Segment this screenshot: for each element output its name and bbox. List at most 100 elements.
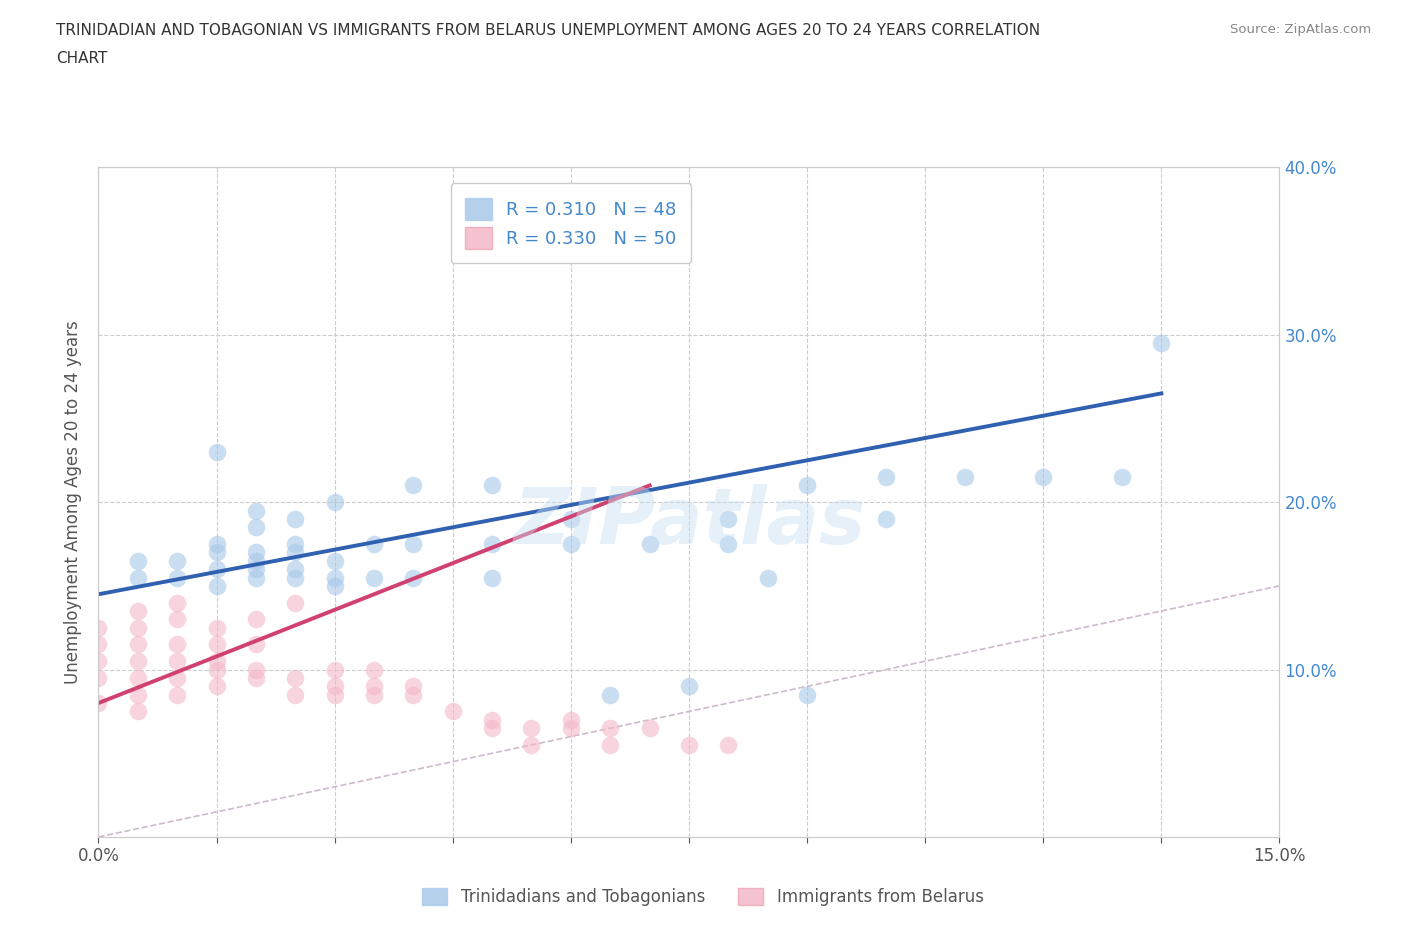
Point bbox=[205, 662, 228, 677]
Point bbox=[323, 570, 346, 585]
Point bbox=[560, 537, 582, 551]
Point bbox=[875, 512, 897, 526]
Text: Source: ZipAtlas.com: Source: ZipAtlas.com bbox=[1230, 23, 1371, 36]
Point bbox=[599, 687, 621, 702]
Point bbox=[127, 637, 149, 652]
Point bbox=[245, 662, 267, 677]
Point bbox=[717, 512, 740, 526]
Point bbox=[323, 687, 346, 702]
Point bbox=[166, 687, 188, 702]
Point bbox=[87, 654, 110, 669]
Point bbox=[166, 595, 188, 610]
Point bbox=[323, 495, 346, 510]
Point bbox=[599, 737, 621, 752]
Point bbox=[205, 545, 228, 560]
Point bbox=[402, 537, 425, 551]
Point bbox=[127, 671, 149, 685]
Point bbox=[599, 721, 621, 736]
Point bbox=[205, 679, 228, 694]
Point bbox=[402, 570, 425, 585]
Point bbox=[166, 671, 188, 685]
Point bbox=[1032, 470, 1054, 485]
Point bbox=[245, 671, 267, 685]
Point bbox=[284, 671, 307, 685]
Point bbox=[560, 712, 582, 727]
Y-axis label: Unemployment Among Ages 20 to 24 years: Unemployment Among Ages 20 to 24 years bbox=[65, 320, 83, 684]
Point bbox=[245, 520, 267, 535]
Point bbox=[205, 445, 228, 459]
Point bbox=[520, 737, 543, 752]
Point bbox=[560, 721, 582, 736]
Point bbox=[284, 595, 307, 610]
Point bbox=[245, 612, 267, 627]
Point bbox=[402, 478, 425, 493]
Point bbox=[756, 570, 779, 585]
Point bbox=[87, 637, 110, 652]
Point bbox=[796, 687, 818, 702]
Point bbox=[205, 620, 228, 635]
Point bbox=[284, 562, 307, 577]
Point bbox=[166, 612, 188, 627]
Point bbox=[284, 512, 307, 526]
Point bbox=[560, 512, 582, 526]
Point bbox=[717, 737, 740, 752]
Point bbox=[363, 679, 385, 694]
Text: TRINIDADIAN AND TOBAGONIAN VS IMMIGRANTS FROM BELARUS UNEMPLOYMENT AMONG AGES 20: TRINIDADIAN AND TOBAGONIAN VS IMMIGRANTS… bbox=[56, 23, 1040, 38]
Point bbox=[245, 545, 267, 560]
Legend: Trinidadians and Tobagonians, Immigrants from Belarus: Trinidadians and Tobagonians, Immigrants… bbox=[416, 881, 990, 912]
Point bbox=[481, 478, 503, 493]
Point bbox=[481, 537, 503, 551]
Point bbox=[678, 679, 700, 694]
Point bbox=[245, 570, 267, 585]
Point bbox=[127, 654, 149, 669]
Point bbox=[166, 637, 188, 652]
Point bbox=[87, 696, 110, 711]
Point bbox=[87, 620, 110, 635]
Point bbox=[323, 578, 346, 593]
Point bbox=[245, 553, 267, 568]
Point bbox=[205, 637, 228, 652]
Point bbox=[245, 637, 267, 652]
Point bbox=[284, 570, 307, 585]
Point bbox=[520, 721, 543, 736]
Point bbox=[127, 687, 149, 702]
Point bbox=[205, 578, 228, 593]
Point bbox=[363, 687, 385, 702]
Point bbox=[481, 570, 503, 585]
Point bbox=[87, 671, 110, 685]
Point bbox=[441, 704, 464, 719]
Point bbox=[127, 704, 149, 719]
Point bbox=[205, 654, 228, 669]
Point bbox=[638, 721, 661, 736]
Point bbox=[875, 470, 897, 485]
Point bbox=[205, 537, 228, 551]
Point bbox=[166, 553, 188, 568]
Point bbox=[402, 687, 425, 702]
Point bbox=[284, 537, 307, 551]
Point bbox=[127, 604, 149, 618]
Point bbox=[363, 570, 385, 585]
Point bbox=[205, 562, 228, 577]
Point bbox=[953, 470, 976, 485]
Legend: R = 0.310   N = 48, R = 0.330   N = 50: R = 0.310 N = 48, R = 0.330 N = 50 bbox=[450, 183, 692, 263]
Point bbox=[402, 679, 425, 694]
Point bbox=[284, 687, 307, 702]
Point bbox=[127, 553, 149, 568]
Point bbox=[717, 537, 740, 551]
Point bbox=[323, 662, 346, 677]
Point bbox=[166, 570, 188, 585]
Point bbox=[363, 662, 385, 677]
Point bbox=[127, 570, 149, 585]
Point bbox=[245, 503, 267, 518]
Text: ZIPatlas: ZIPatlas bbox=[513, 485, 865, 560]
Point bbox=[796, 478, 818, 493]
Point bbox=[284, 545, 307, 560]
Point bbox=[323, 553, 346, 568]
Point bbox=[481, 721, 503, 736]
Point bbox=[481, 712, 503, 727]
Point bbox=[1150, 336, 1173, 351]
Point bbox=[166, 654, 188, 669]
Point bbox=[245, 562, 267, 577]
Point bbox=[323, 679, 346, 694]
Point bbox=[1111, 470, 1133, 485]
